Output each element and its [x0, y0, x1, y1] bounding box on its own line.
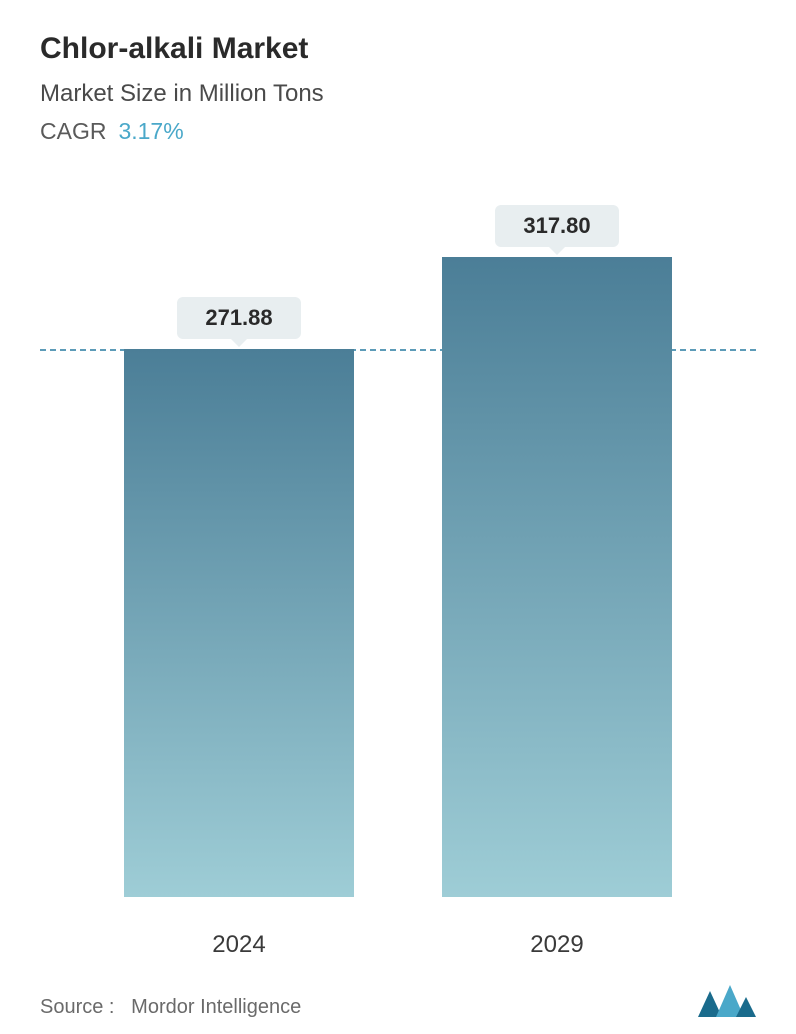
- cagr-label: CAGR: [40, 118, 106, 145]
- x-label-1: 2029: [437, 931, 677, 959]
- footer: Source : Mordor Intelligence: [40, 959, 756, 1019]
- cagr-row: CAGR 3.17%: [40, 118, 756, 145]
- x-label-0: 2024: [119, 931, 359, 959]
- chart-subtitle: Market Size in Million Tons: [40, 80, 756, 108]
- chart-container: Chlor-alkali Market Market Size in Milli…: [0, 0, 796, 1034]
- chart-title: Chlor-alkali Market: [40, 32, 756, 66]
- value-badge-0: 271.88: [177, 297, 300, 339]
- source-text: Source : Mordor Intelligence: [40, 996, 301, 1019]
- cagr-value: 3.17%: [118, 118, 183, 145]
- x-axis-labels: 2024 2029: [40, 917, 756, 959]
- bars-row: 271.88 317.80: [40, 205, 756, 897]
- bar-group-0: 271.88: [119, 297, 359, 897]
- bar-group-1: 317.80: [437, 205, 677, 897]
- bar-0: [124, 349, 354, 897]
- bar-1: [442, 257, 672, 897]
- brand-logo-icon: [696, 983, 756, 1019]
- source-name: Mordor Intelligence: [131, 996, 301, 1018]
- source-label: Source :: [40, 996, 114, 1018]
- chart-area: 271.88 317.80: [40, 205, 756, 897]
- value-badge-1: 317.80: [495, 205, 618, 247]
